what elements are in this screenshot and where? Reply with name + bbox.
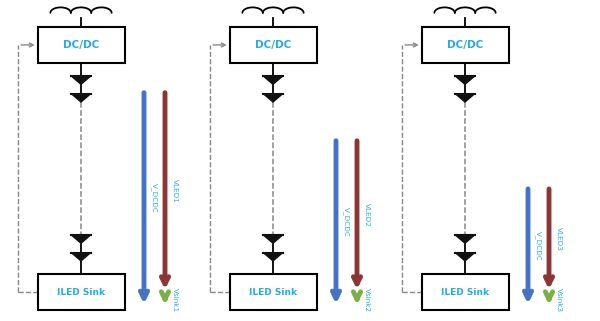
Polygon shape — [71, 76, 91, 84]
Text: V_DCDC: V_DCDC — [535, 231, 541, 261]
Bar — [421, 274, 509, 310]
Polygon shape — [263, 76, 283, 84]
Text: DC/DC: DC/DC — [63, 40, 99, 50]
Polygon shape — [455, 253, 475, 261]
Text: ILED Sink: ILED Sink — [441, 288, 489, 297]
Polygon shape — [455, 94, 475, 102]
Polygon shape — [71, 94, 91, 102]
Text: Vsink1: Vsink1 — [172, 288, 178, 313]
Bar — [38, 27, 125, 63]
Bar — [229, 27, 317, 63]
Polygon shape — [455, 235, 475, 243]
Polygon shape — [71, 253, 91, 261]
Text: DC/DC: DC/DC — [447, 40, 483, 50]
Text: V_DCDC: V_DCDC — [343, 207, 349, 237]
Text: VLED1: VLED1 — [172, 179, 178, 203]
Text: VLED3: VLED3 — [556, 227, 562, 251]
Text: DC/DC: DC/DC — [255, 40, 291, 50]
Polygon shape — [263, 235, 283, 243]
Polygon shape — [263, 94, 283, 102]
Text: Vsink2: Vsink2 — [364, 288, 370, 313]
Text: ILED Sink: ILED Sink — [57, 288, 105, 297]
Text: Vsink3: Vsink3 — [556, 288, 562, 313]
Bar — [38, 274, 125, 310]
Polygon shape — [455, 76, 475, 84]
Bar — [421, 27, 509, 63]
Polygon shape — [263, 253, 283, 261]
Polygon shape — [71, 235, 91, 243]
Bar — [229, 274, 317, 310]
Text: ILED Sink: ILED Sink — [249, 288, 297, 297]
Text: VLED2: VLED2 — [364, 203, 370, 227]
Text: V_DCDC: V_DCDC — [151, 183, 157, 213]
